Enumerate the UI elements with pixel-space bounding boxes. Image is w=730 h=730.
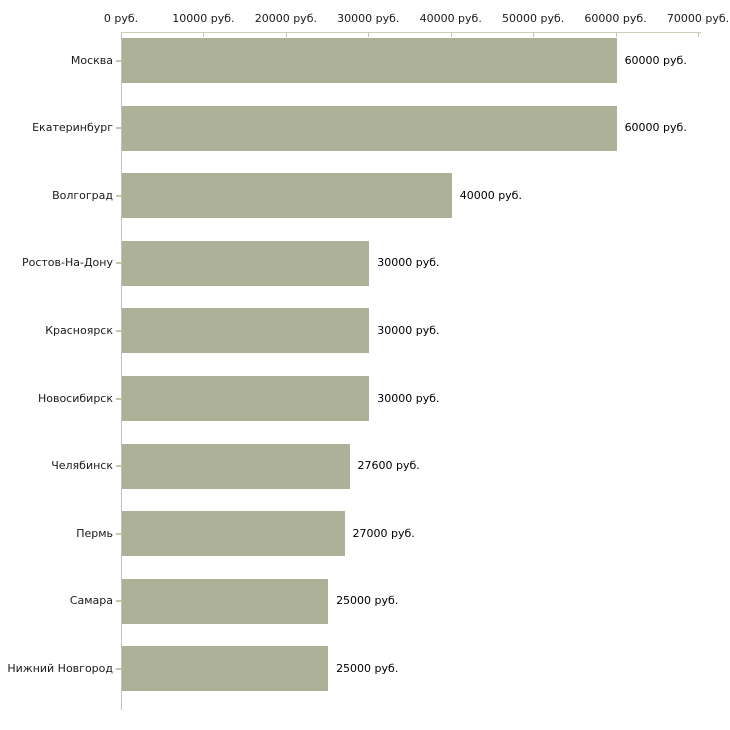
category-label: Нижний Новгород <box>7 661 113 675</box>
x-axis-tick-label: 30000 руб. <box>337 12 400 25</box>
value-label: 27600 руб. <box>357 459 420 473</box>
y-axis-line <box>121 32 122 710</box>
category-label: Челябинск <box>51 459 113 473</box>
x-axis-tick-label: 70000 руб. <box>666 12 730 25</box>
category-label: Москва <box>70 53 113 67</box>
x-axis-tick-label: 0 руб. <box>103 12 139 25</box>
value-label: 30000 руб. <box>377 256 440 270</box>
value-label: 25000 руб. <box>336 661 399 675</box>
category-label: Красноярск <box>45 323 113 337</box>
category-tick-mark <box>116 465 121 468</box>
category-label: Самара <box>69 594 113 608</box>
bar <box>122 308 370 354</box>
bar <box>122 173 452 219</box>
bar <box>122 38 617 83</box>
bar <box>122 511 345 557</box>
bar <box>122 240 370 286</box>
category-tick-mark <box>116 532 121 535</box>
x-axis-tick-mark <box>450 32 452 37</box>
value-label: 27000 руб. <box>352 526 415 540</box>
value-label: 25000 руб. <box>336 594 399 608</box>
category-label: Екатеринбург <box>32 121 113 135</box>
value-label: 60000 руб. <box>624 53 687 67</box>
x-axis-tick-mark <box>285 32 287 37</box>
x-axis-tick-label: 50000 руб. <box>502 12 565 25</box>
value-label: 60000 руб. <box>624 121 687 135</box>
x-axis-tick-mark <box>615 32 617 37</box>
x-axis-tick-label: 10000 руб. <box>172 12 235 25</box>
x-axis-tick-mark <box>698 32 699 37</box>
category-label: Ростов-На-Дону <box>21 256 113 270</box>
bar <box>122 578 329 624</box>
category-tick-mark <box>116 667 121 670</box>
x-axis-tick-label: 40000 руб. <box>419 12 482 25</box>
x-axis-tick-mark <box>368 32 370 37</box>
value-label: 30000 руб. <box>377 391 440 405</box>
bar <box>122 443 350 489</box>
x-axis-tick-mark <box>533 32 535 37</box>
category-tick-mark <box>116 329 121 332</box>
bar <box>122 376 370 421</box>
category-tick-mark <box>116 397 121 400</box>
category-label: Волгоград <box>52 188 113 202</box>
category-tick-mark <box>116 194 121 197</box>
category-tick-mark <box>116 600 121 603</box>
x-axis-tick-label: 20000 руб. <box>254 12 317 25</box>
category-label: Пермь <box>76 526 113 540</box>
x-axis-tick-label: 60000 руб. <box>584 12 647 25</box>
bar <box>122 105 617 151</box>
value-label: 30000 руб. <box>377 323 440 337</box>
category-tick-mark <box>116 262 121 265</box>
value-label: 40000 руб. <box>459 188 522 202</box>
bar <box>122 646 329 692</box>
x-axis-tick-mark <box>203 32 205 37</box>
x-axis-line <box>121 32 701 33</box>
category-tick-mark <box>116 59 121 62</box>
category-label: Новосибирск <box>37 391 113 405</box>
category-tick-mark <box>116 127 121 130</box>
